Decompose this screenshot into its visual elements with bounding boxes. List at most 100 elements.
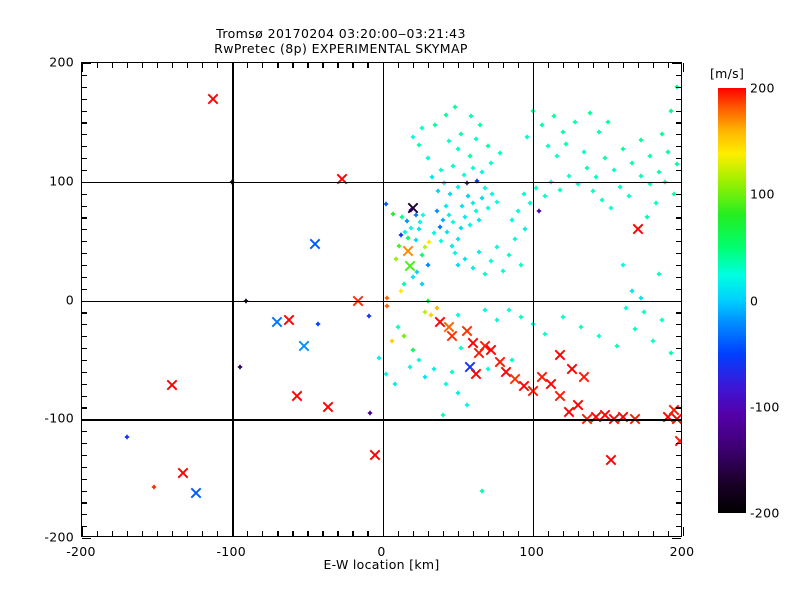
colorbar-tick-label: -100 xyxy=(750,399,780,415)
axis-tick xyxy=(127,531,129,536)
data-point-plus-marker xyxy=(674,161,680,167)
data-point-plus-marker xyxy=(366,313,372,319)
data-point-plus-marker xyxy=(462,256,468,262)
data-point-plus-marker xyxy=(455,390,460,396)
data-point-plus-marker xyxy=(494,317,499,322)
data-point-plus-marker xyxy=(488,160,493,165)
data-point-plus-marker xyxy=(647,153,653,158)
data-point-plus-marker xyxy=(599,197,605,202)
data-point-plus-marker xyxy=(455,262,460,268)
data-point-cross-marker xyxy=(536,371,548,382)
data-point-plus-marker xyxy=(452,250,457,256)
data-point-plus-marker xyxy=(638,137,644,143)
axis-tick xyxy=(676,312,681,314)
axis-tick xyxy=(82,395,87,397)
data-point-plus-marker xyxy=(620,262,626,268)
axis-tick xyxy=(577,531,579,536)
axis-tick xyxy=(82,454,87,457)
axis-tick xyxy=(592,531,595,536)
axis-tick xyxy=(502,531,504,536)
data-point-cross-marker xyxy=(617,411,629,423)
axis-tick xyxy=(142,531,144,536)
data-point-cross-marker xyxy=(402,245,414,256)
axis-tick xyxy=(82,158,87,160)
data-point-plus-marker xyxy=(482,272,487,277)
data-point-cross-marker xyxy=(407,202,418,214)
x-tick-label: -100 xyxy=(216,544,247,559)
data-point-plus-marker xyxy=(629,160,635,165)
x-tick-label: 100 xyxy=(519,544,545,559)
axis-tick xyxy=(676,359,681,362)
axis-tick xyxy=(82,86,87,88)
data-point-plus-marker xyxy=(435,189,441,194)
data-point-plus-marker xyxy=(429,174,435,180)
axis-tick xyxy=(82,146,87,148)
axis-tick xyxy=(82,431,87,433)
axis-tick xyxy=(307,531,309,536)
data-point-plus-marker xyxy=(392,381,397,386)
data-point-plus-marker xyxy=(467,222,472,227)
axis-tick xyxy=(82,502,87,504)
axis-tick xyxy=(637,531,640,536)
data-point-plus-marker xyxy=(474,178,480,183)
data-point-cross-marker xyxy=(353,295,364,306)
axis-tick xyxy=(262,63,264,68)
data-point-plus-marker xyxy=(434,209,439,214)
data-point-cross-marker xyxy=(190,487,202,499)
data-point-plus-marker xyxy=(399,215,405,220)
axis-tick xyxy=(676,336,681,338)
axis-tick xyxy=(202,63,204,68)
data-point-cross-marker xyxy=(563,406,575,418)
data-point-plus-marker xyxy=(596,333,602,339)
axis-tick xyxy=(322,63,324,68)
data-point-plus-marker xyxy=(602,155,608,161)
axis-tick xyxy=(352,531,354,536)
data-point-plus-marker xyxy=(488,259,493,264)
data-point-plus-marker xyxy=(434,305,439,310)
data-point-cross-marker xyxy=(632,223,644,235)
axis-tick xyxy=(442,531,444,536)
data-point-plus-marker xyxy=(124,434,130,440)
axis-tick xyxy=(676,86,681,88)
data-point-cross-marker xyxy=(494,356,506,368)
data-point-plus-marker xyxy=(449,369,454,374)
axis-tick xyxy=(577,63,579,68)
axis-tick xyxy=(82,241,87,243)
data-point-plus-marker xyxy=(440,412,445,417)
data-point-cross-marker xyxy=(177,467,189,479)
axis-tick xyxy=(442,63,444,68)
scatter-data-layer xyxy=(82,63,681,536)
colorbar-tick-label: 200 xyxy=(750,80,775,96)
axis-tick xyxy=(82,466,87,468)
data-point-plus-marker xyxy=(641,310,647,315)
data-point-plus-marker xyxy=(620,146,626,151)
data-point-cross-marker xyxy=(470,368,482,380)
data-point-plus-marker xyxy=(467,153,472,158)
axis-tick xyxy=(82,324,87,326)
axis-tick xyxy=(676,217,681,219)
data-point-plus-marker xyxy=(395,324,400,329)
axis-tick xyxy=(82,407,87,409)
data-point-plus-marker xyxy=(402,229,408,234)
axis-tick xyxy=(97,63,99,68)
axis-tick xyxy=(82,217,87,219)
axis-tick xyxy=(676,241,681,243)
axis-tick xyxy=(112,63,114,68)
data-point-plus-marker xyxy=(428,312,433,317)
y-tick-label: 200 xyxy=(49,54,74,70)
data-point-plus-marker xyxy=(404,218,409,224)
data-point-plus-marker xyxy=(416,142,421,148)
axis-tick xyxy=(676,276,681,278)
data-point-plus-marker xyxy=(383,371,388,377)
data-point-plus-marker xyxy=(581,149,587,155)
axis-tick xyxy=(517,531,519,536)
data-point-plus-marker xyxy=(653,200,659,206)
data-point-plus-marker xyxy=(410,134,415,139)
data-point-plus-marker xyxy=(593,174,599,180)
axis-tick xyxy=(82,134,87,136)
data-point-cross-marker xyxy=(434,316,445,328)
data-point-plus-marker xyxy=(500,268,505,274)
data-point-plus-marker xyxy=(668,108,674,113)
title-line-2: RwPretec (8p) EXPERIMENTAL SKYMAP xyxy=(214,41,468,56)
data-point-plus-marker xyxy=(414,269,420,275)
